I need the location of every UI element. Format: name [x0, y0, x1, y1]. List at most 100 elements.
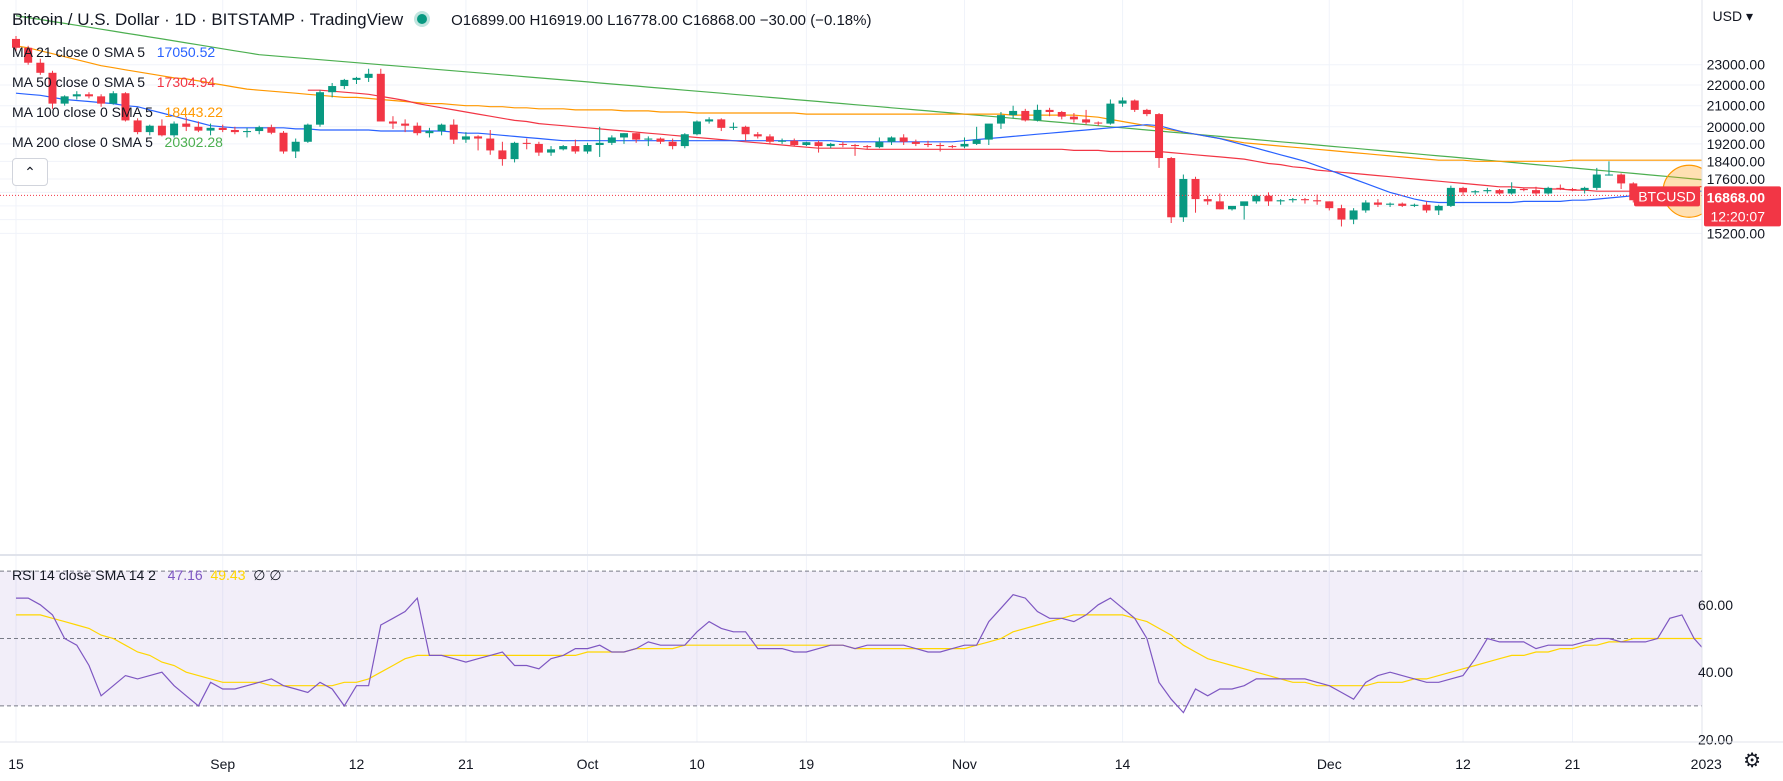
candle: [559, 146, 568, 150]
candle: [1410, 204, 1419, 206]
price-tick-label: 18400.00: [1707, 153, 1766, 169]
legend-ma21[interactable]: MA 21 close 0 SMA 5 17050.52: [12, 44, 216, 60]
candle: [996, 115, 1005, 124]
candle: [717, 119, 726, 128]
legend-ma100[interactable]: MA 100 close 0 SMA 5 18443.22: [12, 104, 223, 120]
candle: [1422, 204, 1431, 211]
candle: [1495, 190, 1504, 194]
candle: [316, 92, 324, 125]
candle: [778, 140, 787, 142]
candle: [364, 73, 373, 78]
time-tick-label: Sep: [210, 756, 235, 772]
rsi-tick-label: 20.00: [1698, 732, 1733, 748]
rsi-tick-label: 60.00: [1698, 597, 1733, 613]
candle: [425, 131, 434, 134]
candle: [1471, 191, 1480, 193]
candle: [620, 133, 628, 138]
candle: [1203, 199, 1212, 202]
ma50-line: [307, 89, 1719, 192]
time-tick-label: 21: [458, 756, 474, 772]
candle: [1252, 195, 1261, 202]
candle: [206, 127, 215, 131]
price-tick-label: 19200.00: [1707, 136, 1766, 152]
candle: [1264, 195, 1273, 202]
collapse-legend-button[interactable]: ⌃: [12, 158, 48, 186]
candle: [109, 93, 118, 104]
candle: [534, 143, 543, 153]
price-tick-label: 17600.00: [1707, 171, 1766, 187]
time-tick-label: 21: [1565, 756, 1581, 772]
candle: [705, 119, 714, 122]
candle: [1349, 210, 1358, 220]
price-tick-label: 21000.00: [1707, 98, 1766, 114]
legend-ma200[interactable]: MA 200 close 0 SMA 5 20302.28: [12, 134, 223, 150]
candle: [279, 132, 288, 152]
time-tick-label: 15: [8, 756, 24, 772]
candle: [1155, 114, 1164, 159]
price-tag-countdown: 12:20:07: [1711, 208, 1766, 224]
gear-icon[interactable]: ⚙: [1743, 750, 1761, 772]
currency-selector[interactable]: USD ▾: [1712, 8, 1753, 24]
candle: [1009, 110, 1018, 116]
candle: [1483, 190, 1492, 192]
candle: [753, 134, 762, 137]
candle: [133, 120, 142, 133]
candle: [1532, 190, 1540, 194]
price-tick-label: 23000.00: [1707, 57, 1766, 73]
candle: [680, 134, 689, 147]
chevron-up-icon: ⌃: [24, 164, 36, 180]
candle: [1568, 188, 1577, 191]
candle: [182, 123, 191, 127]
candle: [1544, 187, 1553, 194]
candle: [875, 141, 884, 148]
price-tick-label: 20000.00: [1707, 119, 1766, 135]
candle: [1398, 203, 1407, 206]
candle: [522, 142, 531, 144]
candle: [461, 136, 470, 140]
candle: [790, 140, 799, 146]
candle: [1191, 178, 1200, 200]
candle: [1045, 109, 1054, 112]
candle: [1106, 103, 1115, 124]
candle: [595, 142, 604, 146]
candle: [449, 124, 458, 140]
candle: [303, 124, 312, 142]
candle: [1082, 119, 1091, 123]
candle: [948, 146, 957, 148]
symbol-tag-label: BTCUSD: [1638, 188, 1696, 204]
candle: [1373, 202, 1382, 205]
time-tick-label: Nov: [952, 756, 977, 772]
legend-rsi[interactable]: RSI 14 close SMA 14 2 47.16 49.43 ∅ ∅: [12, 567, 282, 583]
ma200-line: [15, 15, 1719, 182]
candle: [437, 124, 446, 132]
candle: [376, 73, 385, 122]
candle: [1434, 205, 1443, 211]
candle: [388, 121, 397, 124]
candle: [911, 141, 920, 144]
candle: [668, 141, 677, 147]
candle: [802, 142, 811, 146]
candle: [413, 125, 422, 134]
candle: [340, 79, 349, 87]
candle: [924, 143, 932, 146]
candle: [656, 138, 665, 142]
candle: [607, 137, 616, 143]
candle: [12, 38, 20, 48]
candle: [960, 143, 969, 147]
market-status-dot: [417, 14, 428, 24]
legend-ma50[interactable]: MA 50 close 0 SMA 5 17304.94: [12, 74, 216, 90]
symbol-title[interactable]: Bitcoin / U.S. Dollar · 1D · BITSTAMP · …: [12, 10, 404, 29]
candle: [1446, 187, 1455, 206]
candle: [1288, 199, 1297, 201]
time-tick-label: 2023: [1691, 756, 1722, 772]
candle: [1507, 188, 1516, 194]
ohlc-values: O16899.00 H16919.00 L16778.00 C16868.00 …: [451, 12, 872, 29]
rsi-sma-line: [16, 614, 1719, 687]
candle: [1592, 174, 1601, 188]
candle: [1142, 109, 1151, 115]
symbol-tag: [1634, 186, 1700, 207]
candle: [887, 137, 896, 142]
candle: [1167, 158, 1176, 218]
price-scale: [1702, 0, 1783, 742]
